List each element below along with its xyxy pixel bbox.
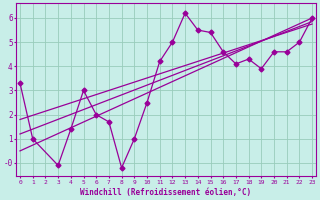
X-axis label: Windchill (Refroidissement éolien,°C): Windchill (Refroidissement éolien,°C): [81, 188, 252, 197]
